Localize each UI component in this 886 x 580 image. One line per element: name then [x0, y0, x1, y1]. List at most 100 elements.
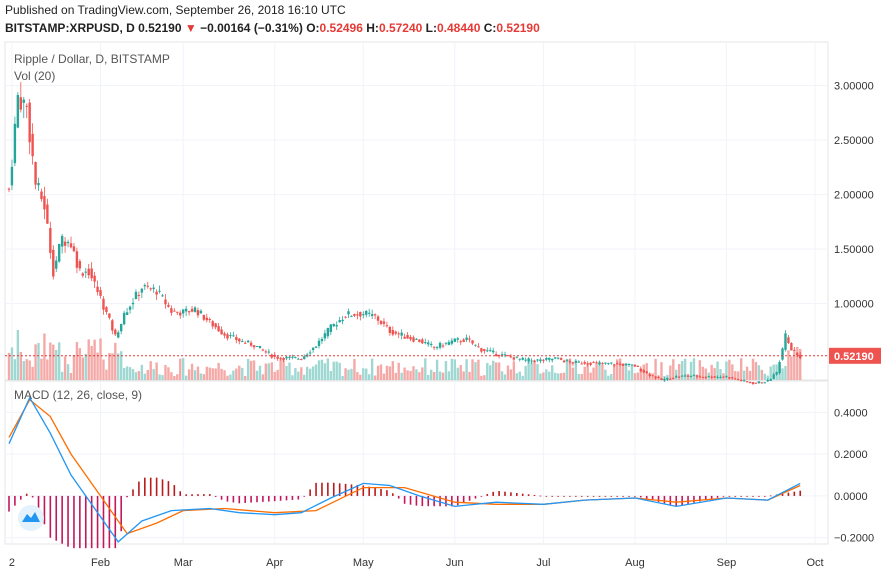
- histogram-bar: [344, 483, 347, 496]
- histogram-bar: [752, 495, 754, 497]
- volume-bar: [518, 371, 521, 380]
- volume-bar: [170, 372, 173, 380]
- candle-body: [329, 324, 333, 332]
- candle-body: [613, 364, 616, 366]
- candle-body: [707, 376, 710, 378]
- histogram-bar: [740, 495, 742, 497]
- volume-bar: [10, 347, 14, 380]
- candle-body: [288, 356, 291, 358]
- close-label: C:: [483, 21, 497, 35]
- volume-bars: [7, 329, 802, 380]
- histogram-bar: [764, 495, 766, 497]
- candle-body: [338, 320, 341, 323]
- candle-body: [362, 314, 365, 316]
- histogram-bar: [73, 495, 75, 549]
- volume-bar: [677, 363, 681, 380]
- candle-body: [429, 343, 433, 345]
- volume-bar: [713, 368, 716, 380]
- histogram-bar: [569, 495, 571, 497]
- volume-bar: [500, 371, 504, 380]
- candle-body: [43, 196, 46, 210]
- candle-body: [370, 314, 374, 316]
- symbol-label: BITSTAMP:XRPUSD, D: [5, 21, 135, 35]
- tradingview-cloud-icon[interactable]: [18, 505, 44, 531]
- volume-label: Vol (20): [14, 69, 55, 83]
- candle-body: [241, 341, 244, 343]
- histogram-bar: [244, 495, 246, 503]
- volume-bar: [243, 375, 247, 380]
- candle-body: [583, 362, 586, 364]
- histogram-bar: [592, 495, 595, 497]
- histogram-bar: [474, 495, 477, 499]
- candle-body: [184, 308, 188, 312]
- histogram-bar: [504, 491, 506, 496]
- volume-bar: [356, 372, 359, 380]
- low-value: 0.48440: [437, 21, 481, 35]
- candle-body: [409, 336, 412, 340]
- candle-body: [660, 378, 663, 381]
- histogram-bar: [663, 495, 666, 504]
- volume-bar: [486, 363, 489, 380]
- candle-body: [778, 362, 781, 374]
- volume-bar: [137, 371, 141, 380]
- candle-body: [320, 338, 324, 342]
- volume-bar: [267, 363, 271, 380]
- volume-bar: [155, 362, 158, 380]
- histogram-bar: [268, 495, 270, 502]
- candle-body: [536, 359, 539, 361]
- volume-bar: [43, 333, 46, 380]
- histogram-bar: [31, 495, 34, 498]
- volume-bar: [551, 365, 554, 380]
- candle-body: [232, 335, 235, 337]
- volume-bar: [173, 375, 176, 380]
- candle-body: [385, 325, 389, 327]
- candle-body: [190, 308, 194, 312]
- macd-tick-label: 0.2000: [834, 449, 868, 461]
- candle-body: [276, 356, 279, 359]
- volume-bar: [559, 373, 563, 380]
- x-tick-label: Mar: [174, 557, 193, 569]
- candle-body: [350, 315, 353, 317]
- candle-body: [506, 355, 510, 357]
- volume-bar: [164, 364, 167, 380]
- volume-bar: [7, 352, 11, 380]
- volume-bar: [739, 358, 743, 380]
- volume-bar: [16, 329, 20, 380]
- candle-body: [93, 275, 96, 282]
- x-tick-label: Feb: [91, 557, 110, 569]
- histogram-bar: [634, 495, 636, 497]
- candle-body: [217, 326, 220, 332]
- volume-bar: [429, 369, 433, 380]
- candle-body: [486, 350, 489, 352]
- volume-bar: [494, 362, 498, 380]
- volume-bar: [78, 348, 82, 380]
- volume-bar: [477, 359, 480, 380]
- candle-body: [199, 310, 203, 314]
- volume-bar: [335, 361, 338, 380]
- candle-body: [615, 363, 619, 365]
- volume-bar: [524, 365, 527, 380]
- volume-bar: [742, 370, 746, 380]
- candle-body: [692, 374, 696, 376]
- volume-bar: [376, 365, 380, 380]
- candle-body: [270, 354, 273, 358]
- volume-bar: [669, 365, 672, 380]
- volume-bar: [105, 369, 108, 380]
- candle-body: [645, 371, 648, 374]
- histogram-bar: [380, 488, 382, 496]
- volume-bar: [373, 375, 377, 380]
- volume-bar: [72, 354, 76, 380]
- histogram-bar: [734, 495, 737, 497]
- volume-bar: [441, 372, 445, 380]
- volume-bar: [305, 366, 309, 380]
- histogram-bar: [362, 485, 365, 496]
- candle-body: [607, 363, 610, 365]
- volume-bar: [326, 358, 330, 380]
- histogram-bar: [203, 494, 205, 496]
- volume-bar: [57, 342, 61, 380]
- volume-bar: [683, 358, 687, 380]
- candle-body: [108, 313, 111, 318]
- volume-bar: [435, 359, 439, 380]
- volume-bar: [562, 372, 566, 380]
